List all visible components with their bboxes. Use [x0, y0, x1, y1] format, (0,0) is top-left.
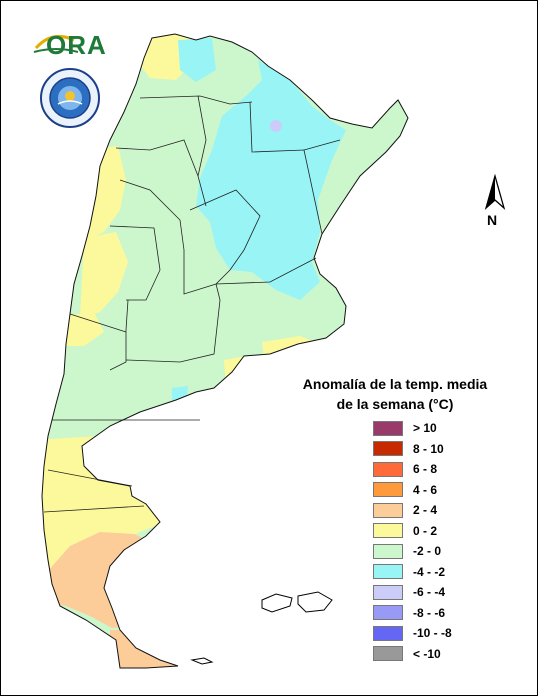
legend-swatch [373, 502, 403, 518]
legend-label: 6 - 8 [413, 462, 438, 477]
legend-label: 8 - 10 [413, 441, 444, 456]
legend-label: 0 - 2 [413, 523, 438, 538]
legend-item: -2 - 0 [373, 541, 452, 562]
legend: > 10 8 - 10 6 - 8 4 - 6 2 - 4 0 - 2 -2 - 0 -4 -… [373, 418, 452, 664]
smn-seal-icon [40, 68, 100, 128]
ora-logo: ORA [32, 26, 107, 60]
legend-swatch [373, 543, 403, 559]
legend-item: < -10 [373, 644, 452, 665]
legend-item: -8 - -6 [373, 603, 452, 624]
isla-de-los-estados [190, 657, 214, 665]
legend-swatch [373, 564, 403, 580]
zone-2-4-tierra-del-fuego [110, 630, 180, 668]
north-arrow-label: N [487, 212, 498, 228]
legend-swatch [373, 646, 403, 662]
legend-label: 4 - 6 [413, 482, 438, 497]
legend-label: -8 - -6 [413, 605, 446, 620]
smn-seal-logo [40, 68, 100, 128]
legend-label: -10 - -8 [413, 626, 452, 641]
legend-label: > 10 [413, 421, 437, 436]
legend-item: -10 - -8 [373, 623, 452, 644]
legend-item: -4 - -2 [373, 562, 452, 583]
legend-swatch [373, 584, 403, 600]
legend-swatch [373, 482, 403, 498]
legend-swatch [373, 625, 403, 641]
zone-neg4-neg2-chaco [196, 60, 346, 300]
zone-0-2-west-3 [62, 312, 104, 346]
ora-logo-text: ORA [46, 30, 107, 60]
legend-item: 0 - 2 [373, 521, 452, 542]
ora-swoosh-icon [33, 34, 79, 53]
legend-title-line1: Anomalía de la temp. media [302, 376, 488, 392]
legend-item: > 10 [373, 418, 452, 439]
legend-swatch [373, 441, 403, 457]
legend-label: -6 - -4 [413, 585, 446, 600]
legend-swatch [373, 523, 403, 539]
legend-item: 8 - 10 [373, 439, 452, 460]
legend-swatch [373, 605, 403, 621]
legend-swatch [373, 461, 403, 477]
zone-0-2-mdp [224, 356, 246, 388]
legend-label: 2 - 4 [413, 503, 438, 518]
zone-0-2-west-2 [80, 232, 128, 318]
legend-item: -6 - -4 [373, 582, 452, 603]
legend-item: 6 - 8 [373, 459, 452, 480]
zone-neg6-neg4-spot [270, 120, 282, 132]
legend-label: < -10 [413, 646, 441, 661]
legend-label: -4 - -2 [413, 564, 446, 579]
north-arrow-icon [484, 174, 506, 210]
province-borders [43, 95, 341, 513]
legend-item: 4 - 6 [373, 480, 452, 501]
legend-title-line2: de la semana (°C) [336, 396, 454, 412]
zone-neg4-neg2-small [172, 386, 188, 402]
zone-neg4-neg2-jujuy [178, 38, 216, 82]
legend-item: 2 - 4 [373, 500, 452, 521]
malvinas-islands [261, 591, 333, 613]
legend-title: Anomalía de la temp. media de la semana … [290, 374, 500, 414]
legend-label: -2 - 0 [413, 544, 442, 559]
legend-swatch [373, 420, 403, 436]
